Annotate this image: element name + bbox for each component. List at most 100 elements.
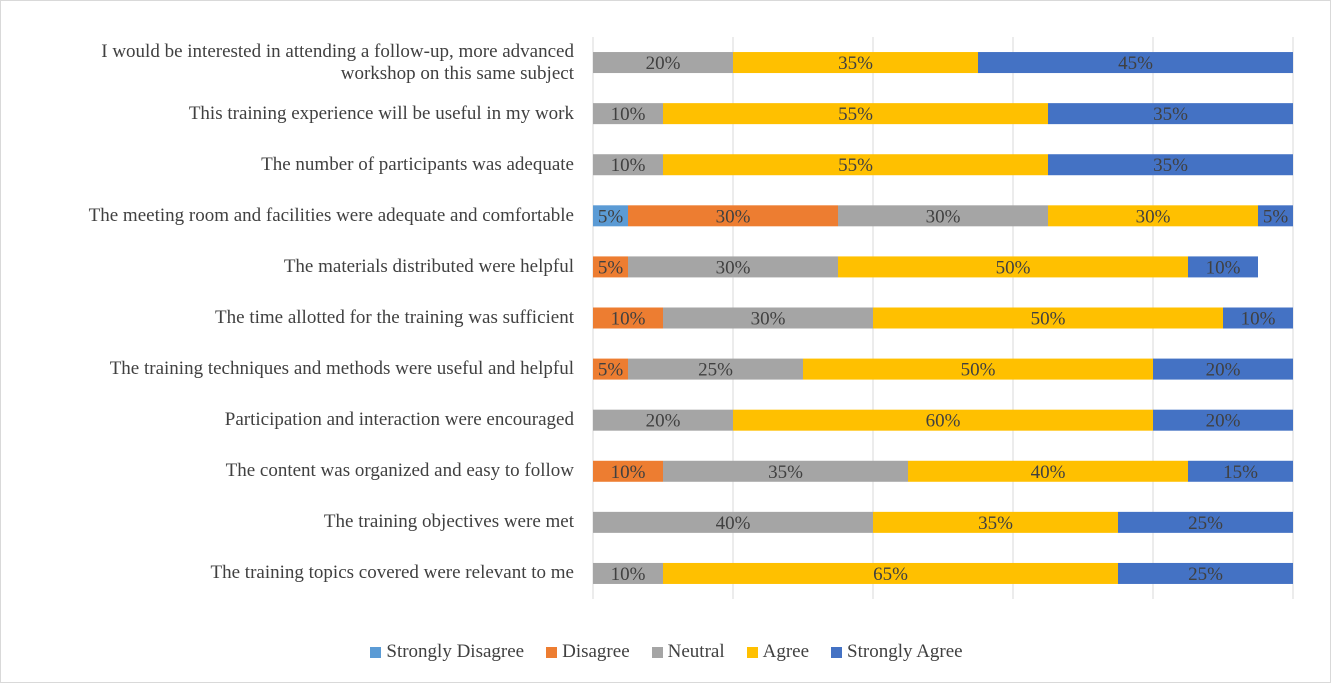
bar-segment [1118,511,1293,533]
bar-segment [663,460,908,482]
bar-segment [1048,103,1293,125]
data-label: 35% [1153,104,1188,125]
legend-swatch [831,646,843,658]
bar-segment [908,460,1188,482]
data-label: 25% [1188,564,1223,585]
bar-segment [1048,205,1258,227]
bar-segment [1153,358,1293,380]
data-label: 10% [1206,257,1241,278]
data-label: 60% [926,411,961,432]
data-label: 55% [838,155,873,176]
data-label: 30% [751,309,786,330]
bar-segment [593,511,873,533]
bar-segment [873,511,1118,533]
data-label: 40% [1031,462,1066,483]
bar-segment [593,256,628,278]
data-label: 50% [961,360,996,381]
bar-segment [593,562,663,584]
legend-label: Disagree [562,641,630,662]
data-label: 50% [996,257,1031,278]
bar-segment [1188,460,1293,482]
bar-segment [628,256,838,278]
data-label: 35% [838,53,873,74]
category-label: The training techniques and methods were… [109,358,574,380]
data-label: 20% [1206,411,1241,432]
bar-segment [663,154,1048,176]
legend-item: Strongly Agree [831,641,963,663]
bar-segment [1118,562,1293,584]
bar-segment [593,205,628,227]
bar-segment [1223,307,1293,329]
data-label: 5% [598,360,624,381]
data-label: 30% [1136,206,1171,227]
category-label: The meeting room and facilities were ade… [88,204,574,226]
data-label: 10% [611,462,646,483]
data-label: 40% [716,513,751,534]
category-label: The number of participants was adequate [261,153,574,175]
data-label: 10% [611,564,646,585]
legend-label: Strongly Disagree [386,641,525,662]
data-label: 35% [768,462,803,483]
category-label: The content was organized and easy to fo… [225,460,574,482]
legend-item: Agree [746,641,810,663]
category-label: The materials distributed were helpful [283,255,574,277]
data-label: 10% [611,104,646,125]
data-label: 25% [1188,513,1223,534]
data-label: 45% [1118,53,1153,74]
bar-segment [1153,409,1293,431]
bar-segment [838,256,1188,278]
data-label: 5% [598,257,624,278]
data-label: 20% [1206,360,1241,381]
bar-segment [593,154,663,176]
bar-segment [733,52,978,74]
category-label: I would be interested in attending a fol… [101,40,574,84]
data-label: 5% [598,206,624,227]
bar-segment [873,307,1223,329]
bar-segment [593,52,733,74]
category-label: The training objectives were met [323,511,574,533]
bar-segment [628,205,838,227]
legend-item: Strongly Disagree [370,641,524,663]
legend-label: Neutral [667,641,725,662]
bar-segment [663,562,1118,584]
bar-segment [1048,154,1293,176]
bar-segment [978,52,1293,74]
category-label: The training topics covered were relevan… [210,562,575,584]
data-label: 50% [1031,309,1066,330]
legend-swatch [546,646,558,658]
data-label: 30% [926,206,961,227]
bar-segment [803,358,1153,380]
data-label: 5% [1263,206,1289,227]
bar-segment [593,358,628,380]
legend-item: Neutral [651,641,725,663]
legend-swatch [746,646,758,658]
data-label: 10% [611,309,646,330]
category-label: The time allotted for the training was s… [215,307,574,328]
bar-segment [593,409,733,431]
data-label: 65% [873,564,908,585]
data-label: 25% [698,360,733,381]
bar-segment [733,409,1153,431]
legend-swatch [651,646,663,658]
data-label: 35% [1153,155,1188,176]
bar-segment [1188,256,1258,278]
legend-label: Agree [762,641,810,662]
data-label: 20% [646,411,681,432]
category-label: Participation and interaction were encou… [224,409,574,431]
legend-swatch [370,646,382,658]
data-label: 35% [978,513,1013,534]
data-label: 30% [716,206,751,227]
legend-item: Disagree [546,641,630,663]
bar-segment [663,103,1048,125]
data-label: 10% [1241,309,1276,330]
bar-segment [628,358,803,380]
data-label: 15% [1223,462,1258,483]
category-label: This training experience will be useful … [188,102,574,124]
legend-label: Strongly Agree [847,641,963,662]
data-label: 55% [838,104,873,125]
bar-segment [838,205,1048,227]
bar-segment [1258,205,1293,227]
bar-segment [593,307,663,329]
